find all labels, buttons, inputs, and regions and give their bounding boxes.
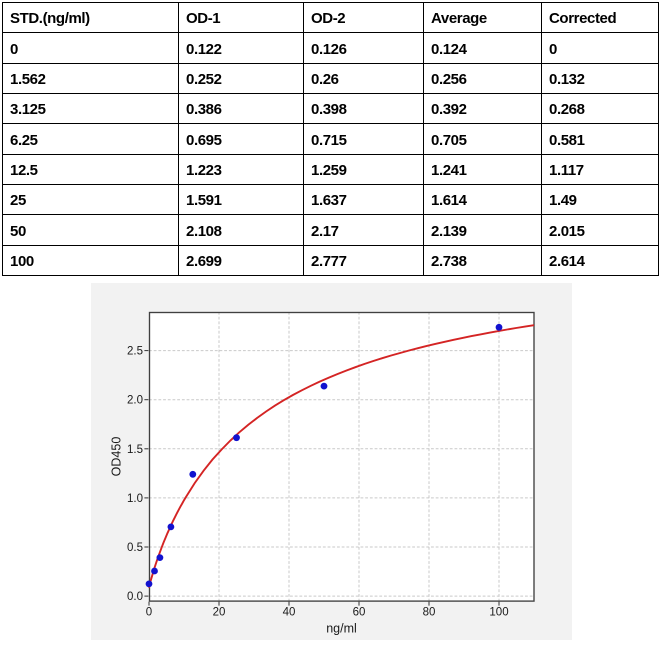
svg-text:2.0: 2.0 — [127, 395, 143, 407]
svg-text:2.5: 2.5 — [127, 346, 143, 358]
svg-text:20: 20 — [213, 607, 226, 619]
svg-text:ng/ml: ng/ml — [326, 622, 357, 636]
svg-text:1.5: 1.5 — [127, 444, 143, 456]
svg-text:1.0: 1.0 — [127, 493, 143, 505]
svg-text:0: 0 — [146, 607, 152, 619]
svg-text:100: 100 — [489, 607, 508, 619]
svg-text:80: 80 — [423, 607, 436, 619]
svg-text:60: 60 — [353, 607, 366, 619]
svg-text:OD450: OD450 — [110, 437, 124, 477]
svg-text:0.0: 0.0 — [127, 591, 143, 603]
svg-text:40: 40 — [283, 607, 296, 619]
svg-text:0.5: 0.5 — [127, 542, 143, 554]
